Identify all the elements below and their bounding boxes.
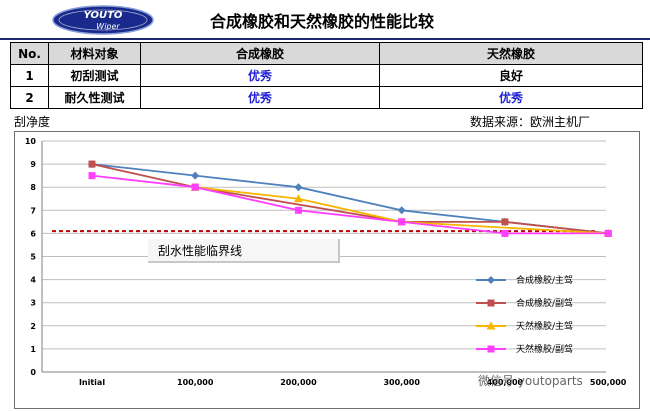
data-point bbox=[397, 206, 406, 215]
data-point bbox=[604, 229, 612, 237]
table-header-row: No. 材料对象 合成橡胶 天然橡胶 bbox=[10, 42, 643, 65]
chart-frame bbox=[14, 131, 640, 409]
series-lines bbox=[91, 163, 609, 235]
data-point bbox=[88, 172, 96, 180]
header-no: No. bbox=[10, 42, 49, 65]
y-tick-label: 0 bbox=[30, 368, 36, 377]
data-source: 数据来源：欧洲主机厂 bbox=[470, 115, 591, 129]
y-tick-label: 6 bbox=[30, 229, 36, 238]
threshold-label: 刮水性能临界线 bbox=[148, 239, 340, 263]
legend-label: 天然橡胶/副驾 bbox=[516, 343, 573, 355]
x-tick-label: 200,000 bbox=[280, 378, 317, 387]
data-point bbox=[501, 229, 509, 237]
y-tick-label: 10 bbox=[25, 137, 37, 146]
data-point bbox=[293, 194, 303, 203]
data-point bbox=[191, 183, 199, 191]
legend-label: 合成橡胶/主驾 bbox=[516, 274, 573, 286]
table-row: 1 初刮测试 优秀 良好 bbox=[10, 64, 643, 87]
data-point bbox=[191, 171, 200, 180]
series-line-4 bbox=[91, 174, 609, 235]
x-tick-label: 100,000 bbox=[177, 378, 214, 387]
chart-axes: 0 1 2 3 4 5 6 7 8 9 10 Initial 100,000 200,000 300,000… bbox=[25, 137, 627, 387]
legend-label: 天然橡胶/主驾 bbox=[516, 320, 573, 332]
logo-line2: Wiper bbox=[96, 22, 120, 31]
series-line-1 bbox=[91, 163, 609, 235]
logo-line1: YOUTO bbox=[84, 10, 123, 21]
legend-label: 合成橡胶/副驾 bbox=[516, 297, 573, 309]
chart-grid bbox=[42, 140, 606, 373]
data-point bbox=[501, 218, 509, 226]
legend-marker bbox=[487, 276, 495, 284]
row2-no: 2 bbox=[10, 86, 49, 109]
y-tick-label: 4 bbox=[30, 276, 36, 285]
y-axis-title: 刮净度 bbox=[14, 115, 51, 129]
header-natural: 天然橡胶 bbox=[379, 42, 643, 65]
header-material: 材料对象 bbox=[48, 42, 141, 65]
row2-natural: 优秀 bbox=[379, 86, 643, 109]
youto-wiper-logo: YOUTO Wiper bbox=[52, 5, 154, 35]
legend-marker bbox=[486, 321, 496, 330]
row2-test: 耐久性测试 bbox=[48, 86, 141, 109]
legend-marker bbox=[487, 299, 495, 307]
series-markers bbox=[88, 160, 613, 238]
y-tick-label: 5 bbox=[30, 253, 36, 262]
header-synthetic: 合成橡胶 bbox=[140, 42, 380, 65]
row2-synthetic: 优秀 bbox=[140, 86, 380, 109]
data-point bbox=[398, 218, 406, 226]
data-point bbox=[294, 206, 302, 214]
y-tick-label: 1 bbox=[30, 345, 36, 354]
x-tick-label: 500,000 bbox=[590, 378, 627, 387]
x-tick-label: 300,000 bbox=[383, 378, 420, 387]
y-tick-label: 8 bbox=[30, 183, 36, 192]
data-point bbox=[88, 160, 96, 168]
legend-marker bbox=[487, 345, 495, 353]
y-tick-label: 2 bbox=[30, 322, 36, 331]
data-point bbox=[294, 183, 303, 192]
series-line-3 bbox=[195, 186, 609, 235]
y-tick-label: 3 bbox=[30, 299, 36, 308]
page-title: 合成橡胶和天然橡胶的性能比较 bbox=[210, 12, 435, 31]
title-rule bbox=[0, 38, 650, 40]
x-tick-label: Initial bbox=[79, 378, 105, 387]
x-tick-label: 400,000 bbox=[487, 378, 524, 387]
comparison-table: No. 材料对象 合成橡胶 天然橡胶 1 初刮测试 优秀 良好 2 耐久性测试 … bbox=[10, 42, 643, 109]
y-tick-label: 7 bbox=[30, 206, 36, 215]
y-tick-label: 9 bbox=[30, 160, 36, 169]
wechat-watermark: 微信号 youtoparts bbox=[478, 374, 583, 388]
table-row: 2 耐久性测试 优秀 优秀 bbox=[10, 86, 643, 109]
